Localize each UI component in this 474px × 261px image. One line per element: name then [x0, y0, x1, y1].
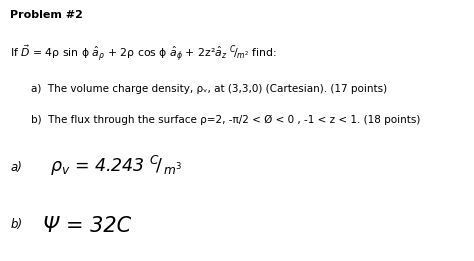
Text: a)  The volume charge density, ρᵥ, at (3,3,0) (Cartesian). (17 points): a) The volume charge density, ρᵥ, at (3,… — [31, 84, 387, 93]
Text: b)  The flux through the surface ρ=2, -π/2 < Ø < 0 , -1 < z < 1. (18 points): b) The flux through the surface ρ=2, -π/… — [31, 115, 420, 125]
Text: If $\vec{D}$ = 4ρ sin ϕ $\hat{a}_{\rho}$ + 2ρ cos ϕ $\hat{a}_{\phi}$ + 2z²$\hat{: If $\vec{D}$ = 4ρ sin ϕ $\hat{a}_{\rho}$… — [10, 44, 277, 64]
Text: Problem #2: Problem #2 — [10, 10, 83, 20]
Text: b): b) — [10, 218, 23, 231]
Text: a): a) — [10, 161, 22, 174]
Text: $\rho_v$ = 4.243 $^C\!/_{\,m^3}$: $\rho_v$ = 4.243 $^C\!/_{\,m^3}$ — [50, 154, 182, 178]
Text: Ψ = 32C: Ψ = 32C — [43, 216, 131, 236]
